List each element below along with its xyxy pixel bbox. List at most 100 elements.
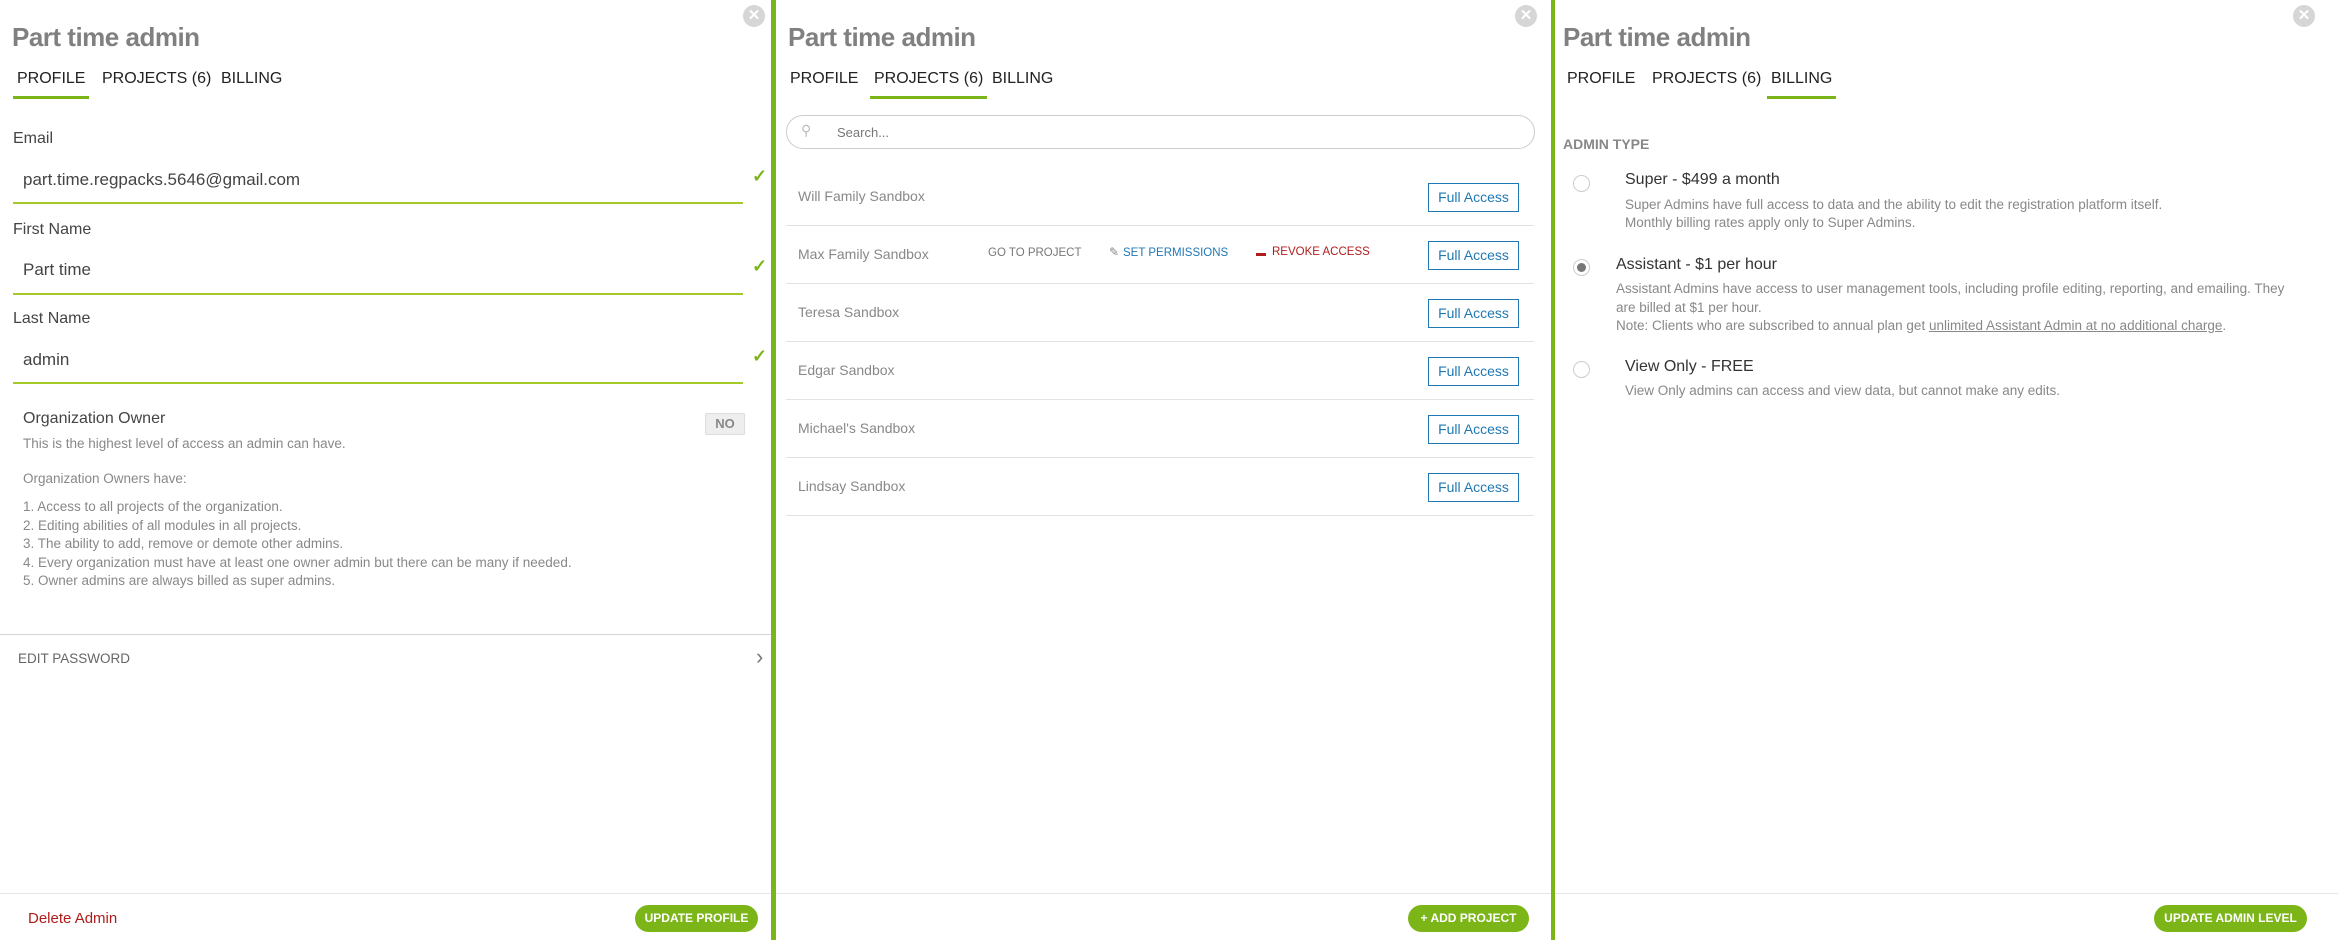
set-permissions-link[interactable]: SET PERMISSIONS <box>1123 247 1229 259</box>
check-icon: ✓ <box>752 166 768 186</box>
owner-list-item: 2. Editing abilities of all modules in a… <box>23 517 302 533</box>
email-field[interactable]: part.time.regpacks.5646@gmail.com <box>23 170 301 189</box>
tab-billing[interactable]: BILLING <box>221 70 283 87</box>
last-name-underline <box>13 382 743 384</box>
org-owner-title: Organization Owner <box>23 410 166 427</box>
desc-line: Super Admins have full access to data an… <box>1625 197 2163 212</box>
project-row[interactable]: Lindsay Sandbox Full Access <box>776 458 1551 516</box>
project-row[interactable]: Michael's Sandbox Full Access <box>776 400 1551 458</box>
footer-divider <box>0 893 771 894</box>
panel-title: Part time admin <box>1563 22 1751 52</box>
note-text: Note: Clients who are subscribed to annu… <box>1616 318 1929 333</box>
tab-profile[interactable]: PROFILE <box>13 70 90 99</box>
add-project-button[interactable]: + ADD PROJECT <box>1408 905 1529 932</box>
project-row[interactable]: Max Family Sandbox GO TO PROJECT ✎ SET PE… <box>776 226 1551 284</box>
owner-list: 1. Access to all projects of the organiz… <box>23 498 572 591</box>
option-super-title: Super - $499 a month <box>1625 171 1780 188</box>
option-super-desc: Super Admins have full access to data an… <box>1625 196 2162 232</box>
assistant-note: Note: Clients who are subscribed to annu… <box>1616 317 2284 336</box>
project-name: Lindsay Sandbox <box>798 478 906 494</box>
first-name-label: First Name <box>13 221 92 238</box>
last-name-label: Last Name <box>13 310 91 327</box>
projects-panel: Part time admin ✕ PROFILE PROJECTS (6) B… <box>776 0 1551 940</box>
row-divider <box>786 457 1534 458</box>
org-owner-desc: This is the highest level of access an a… <box>23 436 346 451</box>
search-input[interactable]: ⚲ Search... <box>786 115 1535 149</box>
access-level-button[interactable]: Full Access <box>1428 183 1519 212</box>
check-icon: ✓ <box>752 256 768 276</box>
chevron-right-icon: › <box>756 644 764 669</box>
panel-divider <box>771 0 776 940</box>
footer-divider <box>776 893 1551 894</box>
owner-list-item: 5. Owner admins are always billed as sup… <box>23 573 336 588</box>
first-name-underline <box>13 293 743 295</box>
option-view-only-desc: View Only admins can access and view dat… <box>1625 383 2060 398</box>
search-icon: ⚲ <box>801 122 812 138</box>
update-admin-level-button[interactable]: UPDATE ADMIN LEVEL <box>2154 905 2307 932</box>
owner-list-item: 3. The ability to add, remove or demote … <box>23 536 344 551</box>
owners-have-label: Organization Owners have: <box>23 471 187 486</box>
close-icon[interactable]: ✕ <box>1515 5 1537 27</box>
row-divider <box>786 225 1534 226</box>
project-name: Max Family Sandbox <box>798 246 929 262</box>
admin-type-label: ADMIN TYPE <box>1563 136 1650 152</box>
row-divider <box>786 341 1534 342</box>
project-name: Michael's Sandbox <box>798 420 916 436</box>
project-row[interactable]: Edgar Sandbox Full Access <box>776 342 1551 400</box>
project-name: Will Family Sandbox <box>798 188 925 204</box>
search-placeholder: Search... <box>837 125 890 140</box>
email-label: Email <box>13 130 54 147</box>
email-underline <box>13 202 743 204</box>
tab-profile[interactable]: PROFILE <box>790 70 859 87</box>
minus-icon <box>1256 253 1266 256</box>
desc-line: are billed at $1 per hour. <box>1616 299 1762 315</box>
access-level-button[interactable]: Full Access <box>1428 473 1519 502</box>
access-level-button[interactable]: Full Access <box>1428 357 1519 386</box>
row-divider <box>786 283 1534 284</box>
update-profile-button[interactable]: UPDATE PROFILE <box>635 905 758 932</box>
tab-billing[interactable]: BILLING <box>992 70 1054 87</box>
radio-assistant[interactable] <box>1573 259 1590 276</box>
edit-password-label: EDIT PASSWORD <box>18 651 131 666</box>
access-level-button[interactable]: Full Access <box>1428 299 1519 328</box>
panel-divider <box>1551 0 1555 940</box>
last-name-field[interactable]: admin <box>23 350 70 369</box>
first-name-field[interactable]: Part time <box>23 260 92 279</box>
option-assistant-desc: Assistant Admins have access to user man… <box>1616 280 2284 336</box>
divider <box>0 634 771 635</box>
row-divider <box>786 515 1534 516</box>
pencil-icon: ✎ <box>1109 245 1120 259</box>
project-name: Teresa Sandbox <box>798 304 900 320</box>
panel-title: Part time admin <box>12 22 200 52</box>
access-level-button[interactable]: Full Access <box>1428 241 1519 270</box>
project-row[interactable]: Will Family Sandbox Full Access <box>776 168 1551 226</box>
desc-line: Assistant Admins have access to user man… <box>1616 281 2285 296</box>
footer-divider <box>1555 893 2338 894</box>
radio-super[interactable] <box>1573 175 1590 192</box>
tab-profile[interactable]: PROFILE <box>1567 70 1636 87</box>
radio-view-only[interactable] <box>1573 361 1590 378</box>
edit-password-row[interactable]: EDIT PASSWORD › <box>0 631 771 683</box>
annual-plan-link[interactable]: unlimited Assistant Admin at no addition… <box>1928 318 2223 333</box>
project-row[interactable]: Teresa Sandbox Full Access <box>776 284 1551 342</box>
owner-list-item: 4. Every organization must have at least… <box>23 554 572 570</box>
project-name: Edgar Sandbox <box>798 362 895 378</box>
option-assistant-title: Assistant - $1 per hour <box>1616 256 1777 273</box>
note-suffix: . <box>2222 318 2227 333</box>
close-icon[interactable]: ✕ <box>2293 5 2315 27</box>
tab-projects[interactable]: PROJECTS (6) <box>102 70 212 87</box>
owner-list-item: 1. Access to all projects of the organiz… <box>23 499 283 514</box>
delete-admin-link[interactable]: Delete Admin <box>28 910 118 927</box>
panel-title: Part time admin <box>788 22 976 52</box>
profile-panel: Part time admin ✕ PROFILE PROJECTS (6) B… <box>0 0 771 940</box>
close-icon[interactable]: ✕ <box>743 5 765 27</box>
tab-projects[interactable]: PROJECTS (6) <box>870 70 988 99</box>
tab-projects[interactable]: PROJECTS (6) <box>1652 70 1762 87</box>
access-level-button[interactable]: Full Access <box>1428 415 1519 444</box>
option-view-only-title: View Only - FREE <box>1625 358 1754 375</box>
revoke-access-link[interactable]: REVOKE ACCESS <box>1272 246 1370 258</box>
tab-billing[interactable]: BILLING <box>1767 70 1837 99</box>
check-icon: ✓ <box>752 346 768 366</box>
org-owner-toggle[interactable]: NO <box>705 413 745 435</box>
go-to-project-link[interactable]: GO TO PROJECT <box>988 247 1082 259</box>
